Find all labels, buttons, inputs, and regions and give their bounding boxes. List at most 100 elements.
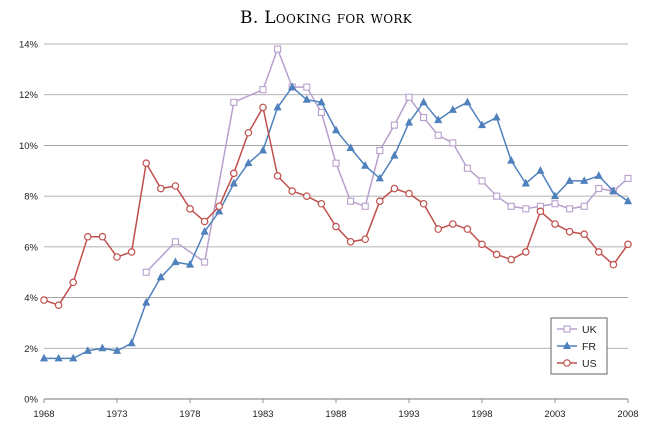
- y-tick-label: 4%: [24, 293, 38, 304]
- data-point-fr: [215, 206, 224, 215]
- data-point-fr: [477, 120, 487, 129]
- data-point-us: [98, 232, 107, 241]
- x-tick-label: 2008: [617, 409, 638, 420]
- data-point-us: [157, 184, 165, 193]
- data-point-uk: [449, 139, 457, 147]
- data-point-uk: [259, 86, 267, 94]
- data-point-fr: [302, 95, 311, 103]
- data-point-us: [244, 128, 253, 137]
- data-point-fr: [244, 158, 253, 167]
- data-point-us: [580, 230, 589, 238]
- data-point-uk: [580, 202, 588, 210]
- data-point-fr: [404, 117, 414, 126]
- data-point-fr: [463, 97, 472, 106]
- data-point-us: [54, 301, 63, 309]
- gridlines: [43, 43, 629, 403]
- data-point-fr: [156, 272, 165, 281]
- data-point-fr: [273, 102, 282, 111]
- data-point-us: [565, 227, 574, 236]
- data-point-fr: [171, 257, 180, 266]
- data-point-uk: [405, 93, 413, 101]
- data-point-fr: [580, 176, 589, 184]
- data-point-us: [507, 255, 516, 264]
- data-point-uk: [493, 192, 501, 200]
- series-us: [40, 103, 632, 309]
- legend-marker-fr: [562, 341, 572, 350]
- data-point-us: [624, 240, 632, 249]
- data-point-uk: [274, 45, 282, 53]
- data-point-uk: [420, 113, 428, 122]
- data-point-uk: [463, 164, 471, 172]
- data-point-us: [84, 232, 92, 241]
- y-tick-label: 8%: [24, 192, 38, 203]
- data-point-us: [332, 222, 340, 231]
- data-point-fr: [448, 105, 457, 113]
- data-point-us: [419, 199, 428, 208]
- y-tick-label: 12%: [19, 90, 39, 101]
- data-point-fr: [69, 353, 78, 362]
- data-point-us: [478, 240, 486, 249]
- data-point-fr: [185, 259, 195, 268]
- data-point-fr: [594, 171, 603, 179]
- data-point-fr: [346, 143, 355, 151]
- data-point-fr: [200, 226, 209, 235]
- data-point-fr: [375, 173, 384, 182]
- data-point-fr: [83, 346, 92, 354]
- x-axis-tick-labels: 1968 1973 1978 1983 1988 1993 1998 2003 2008: [33, 409, 638, 420]
- data-point-uk: [566, 205, 574, 213]
- y-tick-label: 14%: [19, 40, 39, 51]
- data-point-fr: [390, 150, 399, 159]
- data-point-fr: [361, 161, 370, 169]
- data-point-us: [361, 235, 370, 244]
- data-point-fr: [229, 178, 238, 187]
- x-tick-label: 1998: [471, 409, 492, 420]
- x-tick-label: 1993: [398, 409, 419, 420]
- data-point-us: [390, 184, 399, 193]
- legend-label-fr: FR: [582, 341, 596, 353]
- data-point-fr: [492, 112, 501, 121]
- data-point-us: [40, 296, 48, 304]
- data-point-us: [302, 192, 311, 200]
- data-point-uk: [551, 200, 559, 208]
- data-point-uk: [230, 98, 238, 106]
- data-point-us: [521, 248, 530, 256]
- legend-label-uk: UK: [582, 324, 597, 336]
- x-tick-label: 1973: [106, 409, 127, 420]
- y-tick-label: 0%: [24, 395, 38, 406]
- data-point-fr: [288, 82, 297, 91]
- legend: UK FR US: [550, 317, 608, 375]
- data-point-fr: [609, 186, 618, 195]
- x-tick-label: 1968: [33, 409, 54, 420]
- data-point-uk: [390, 121, 398, 129]
- x-tick-label: 1988: [325, 409, 346, 420]
- y-tick-label: 2%: [24, 344, 38, 355]
- chart-title: B. Looking for work: [240, 8, 412, 28]
- data-point-us: [186, 205, 194, 213]
- data-point-uk: [303, 83, 311, 91]
- legend-marker-uk: [563, 325, 571, 333]
- data-point-us: [463, 225, 472, 233]
- data-point-fr: [54, 353, 63, 362]
- y-axis-tick-labels: 0% 2% 4% 6% 8% 10% 12% 14%: [19, 40, 39, 406]
- data-point-fr: [565, 176, 574, 184]
- data-point-uk: [595, 184, 603, 193]
- data-point-us: [127, 248, 136, 256]
- data-point-us: [171, 182, 180, 190]
- data-point-us: [594, 248, 603, 256]
- data-point-fr: [550, 191, 560, 200]
- data-point-us: [448, 220, 457, 228]
- data-point-uk: [478, 177, 486, 185]
- series-lines: [39, 45, 633, 362]
- x-tick-label: 1983: [252, 409, 273, 420]
- data-point-fr: [623, 196, 633, 205]
- data-point-us: [69, 278, 78, 287]
- series-uk: [142, 45, 632, 276]
- data-point-uk: [434, 131, 442, 139]
- data-point-uk: [317, 108, 325, 117]
- data-point-us: [609, 260, 618, 269]
- data-point-us: [405, 189, 413, 198]
- data-point-uk: [361, 202, 369, 210]
- data-point-uk: [522, 205, 530, 213]
- data-point-fr: [419, 97, 428, 106]
